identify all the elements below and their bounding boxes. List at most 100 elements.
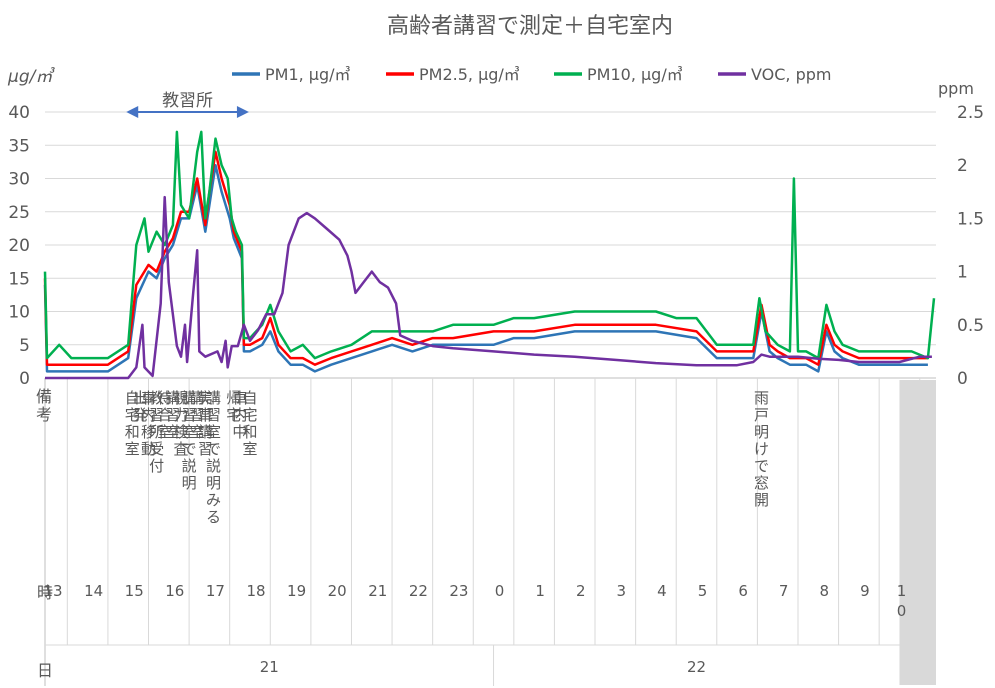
remark-text: 合: [157, 406, 172, 424]
remark-text: 車: [198, 406, 213, 424]
hour-label: 1: [897, 582, 907, 600]
y-left-tick-label: 40: [8, 103, 30, 123]
remark-text: 習: [206, 406, 221, 424]
remark-text: 明: [754, 423, 769, 441]
remark-text: 室: [125, 440, 140, 458]
remark-text: 検: [173, 423, 188, 441]
remark-text: 教: [149, 389, 164, 407]
hour-label: 0: [495, 582, 505, 600]
remark-text: 中: [232, 423, 247, 441]
remark-text: 明: [182, 474, 197, 492]
hour-label: 21: [368, 582, 387, 600]
annotation-arrow-head-right: [236, 106, 249, 118]
hour-label: 19: [287, 582, 306, 600]
hour-label: 1: [535, 582, 545, 600]
remark-text: 説: [206, 457, 221, 475]
annotation-label: 教習所: [162, 91, 213, 111]
remark-text: 開: [754, 491, 769, 509]
remark-text: 宅: [226, 406, 241, 424]
hour-label: 6: [738, 582, 748, 600]
remark-text: 査: [173, 440, 188, 458]
remark-text: 室: [190, 423, 205, 441]
hour-label: 22: [409, 582, 428, 600]
y-right-tick-label: 1.5: [957, 209, 984, 229]
y-right-tick-label: 0.5: [957, 316, 984, 336]
remark-text: 説: [182, 457, 197, 475]
remark-text: 内: [232, 406, 247, 424]
remark-text: 雨: [754, 389, 769, 407]
y-left-tick-label: 20: [8, 236, 30, 256]
remarks-label: 備: [36, 387, 52, 406]
y-left-tick-label: 5: [19, 336, 30, 356]
series-line-1: [43, 163, 928, 373]
hour-label: 20: [328, 582, 347, 600]
y-right-tick-label: 0: [957, 369, 968, 389]
shaded-region: [899, 380, 936, 685]
remark-text: 習: [198, 440, 213, 458]
remark-text: 室: [182, 423, 197, 441]
hour-label: 7: [779, 582, 789, 600]
remark-text: 移: [141, 423, 156, 441]
remark-text: 講: [165, 389, 180, 407]
hour-label: 17: [206, 582, 225, 600]
remark-text: 室: [165, 423, 180, 441]
remark-text: 実: [198, 389, 213, 407]
remark-text: 室: [157, 423, 172, 441]
remark-text: 車: [141, 389, 156, 407]
day-label: 21: [260, 658, 279, 676]
remark-text: で: [182, 440, 197, 458]
remark-text: 待: [157, 389, 172, 407]
hour-label: 8: [820, 582, 830, 600]
hour-label: 4: [657, 582, 667, 600]
remark-text: み: [206, 491, 221, 509]
remark-text: 出: [133, 389, 148, 407]
hour-label: 9: [860, 582, 870, 600]
remark-text: 講: [182, 389, 197, 407]
hour-row-label: 時: [37, 583, 53, 602]
remark-text: で: [206, 440, 221, 458]
series-line-3: [43, 130, 936, 360]
remark-text: で: [754, 457, 769, 475]
remark-text: 自: [125, 389, 140, 407]
remarks-label: 考: [36, 405, 52, 424]
remark-text: 明: [206, 474, 221, 492]
day-row-label: 日: [37, 661, 53, 680]
hour-label: 14: [84, 582, 103, 600]
remark-text: 自: [242, 389, 257, 407]
remark-text: 室: [206, 423, 221, 441]
remark-text: 宅: [242, 406, 257, 424]
remark-text: 室: [242, 440, 257, 458]
remark-text: 和: [125, 423, 140, 441]
y-left-tick-label: 30: [8, 170, 30, 190]
remark-text: 習: [149, 406, 164, 424]
y-right-tick-label: 1: [957, 263, 968, 283]
remark-text: 和: [242, 423, 257, 441]
remark-text: け: [754, 440, 769, 458]
remark-text: 発: [133, 406, 148, 424]
remark-text: 講: [206, 389, 221, 407]
remark-text: 戸: [754, 406, 769, 424]
legend-label: PM10, μg/㎥: [587, 65, 683, 84]
y-left-tick-label: 35: [8, 136, 30, 156]
remark-text: 習: [182, 406, 197, 424]
legend-label: VOC, ppm: [751, 65, 832, 84]
remark-text: る: [206, 508, 221, 526]
hour-label: 18: [246, 582, 265, 600]
remark-text: 力: [173, 406, 188, 424]
hour-label: 13: [43, 582, 62, 600]
legend-label: PM2.5, μg/㎥: [419, 65, 520, 84]
remark-text: 内: [141, 406, 156, 424]
remark-text: 宅: [125, 406, 140, 424]
hour-label: 16: [165, 582, 184, 600]
hour-label: 15: [125, 582, 144, 600]
remark-text: 車: [232, 389, 247, 407]
remark-text: 帰: [226, 389, 241, 407]
hour-label: 0: [897, 602, 907, 620]
remark-text: 付: [149, 457, 164, 475]
y-right-tick-label: 2: [957, 156, 968, 176]
series-line-4: [45, 195, 932, 380]
y-left-tick-label: 25: [8, 203, 30, 223]
hour-label: 23: [449, 582, 468, 600]
y-right-tick-label: 2.5: [957, 103, 984, 123]
